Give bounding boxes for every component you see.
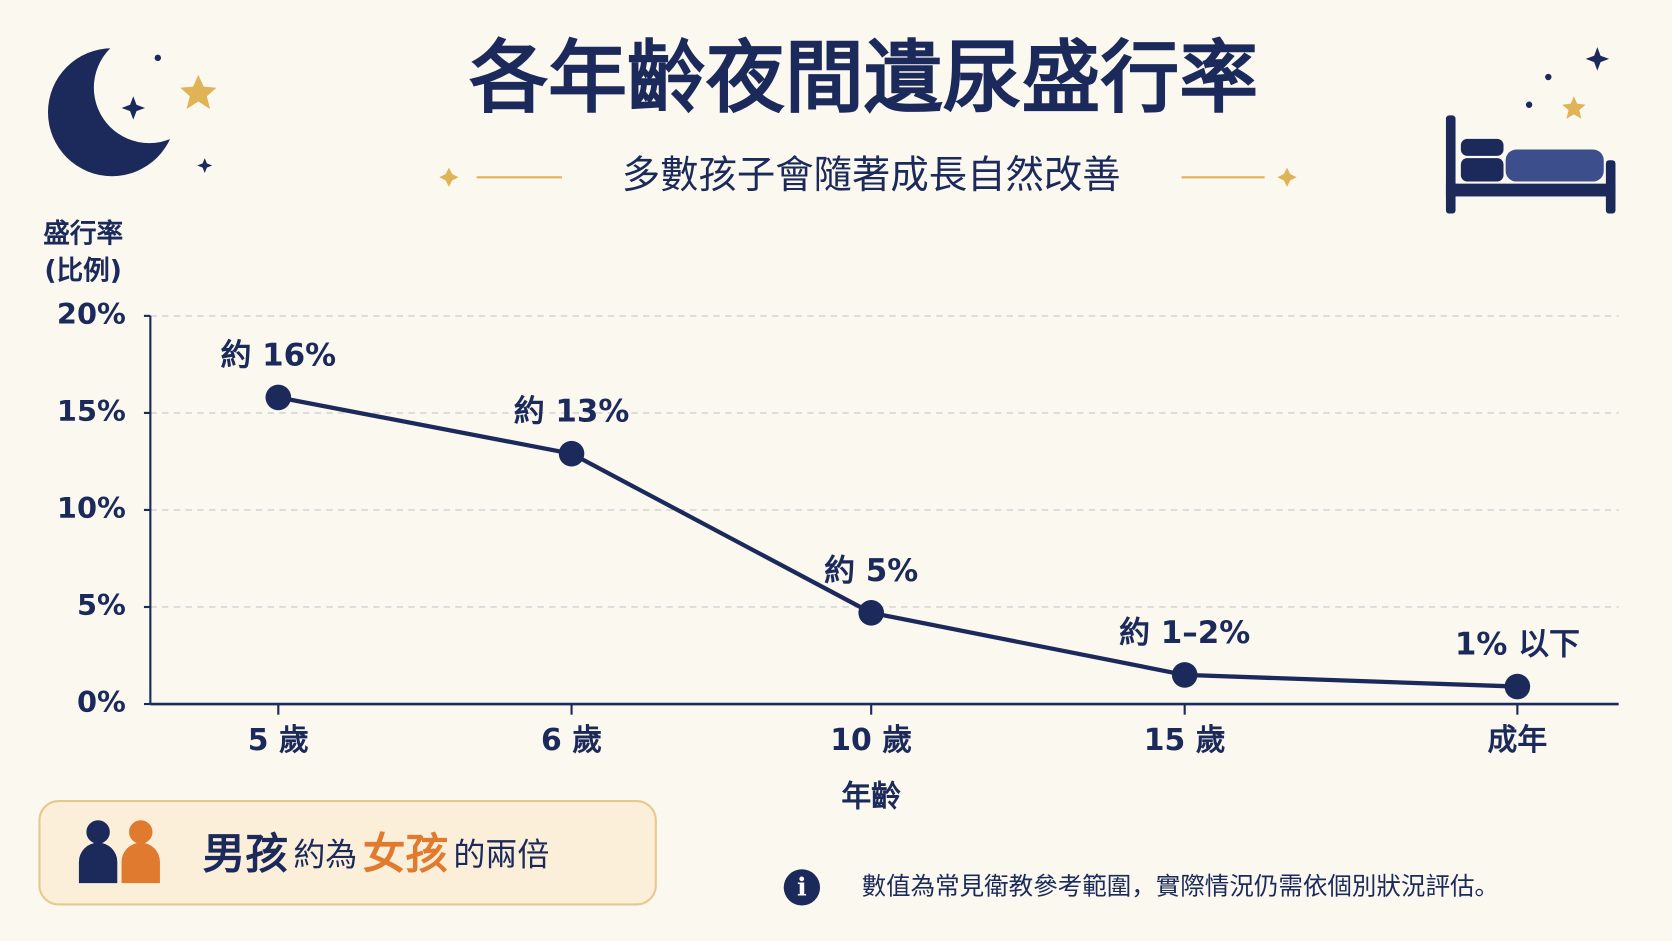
note-girls: 女孩: [363, 829, 448, 879]
x-axis-label: 年齡: [841, 779, 901, 814]
chart-title: 各年齡夜間遺尿盛行率: [469, 32, 1258, 124]
y-axis-label: (比例): [44, 256, 122, 287]
data-point: [858, 600, 884, 626]
note-boys: 男孩: [203, 829, 288, 879]
x-tick-label: 10 歲: [830, 723, 912, 758]
y-tick-label: 10%: [57, 491, 126, 525]
data-point: [558, 440, 585, 467]
y-axis-label: 盛行率: [43, 218, 123, 249]
x-tick-label: 15 歲: [1144, 723, 1226, 758]
x-tick-label: 5 歲: [248, 723, 309, 758]
y-tick-label: 20%: [57, 297, 126, 331]
data-point: [1171, 662, 1198, 688]
x-tick-label: 6 歲: [541, 723, 602, 758]
data-point: [265, 384, 292, 411]
y-tick-label: 5%: [77, 588, 126, 622]
y-tick-label: 0%: [77, 685, 126, 719]
footnote: 數值為常見衛教參考範圍，實際情況仍需依個別狀況評估。: [862, 871, 1499, 900]
data-label: 約 16%: [220, 337, 336, 373]
data-point: [1504, 673, 1531, 700]
data-label: 1% 以下: [1455, 627, 1580, 663]
note-twice: 的兩倍: [453, 836, 549, 874]
subtitle-ornament: [439, 167, 1297, 187]
chart-subtitle: 多數孩子會隨著成長自然改善: [622, 153, 1121, 198]
note-box: [38, 799, 657, 906]
note-text: 男孩 約為 女孩 的兩倍: [203, 829, 550, 879]
info-icon-glyph: i: [797, 873, 807, 903]
data-label: 約 13%: [514, 394, 630, 430]
moon-decoration: [47, 32, 217, 177]
data-label: 約 5%: [824, 553, 918, 589]
x-tick-label: 成年: [1488, 723, 1548, 758]
data-label: 約 1–2%: [1119, 615, 1250, 651]
bed-decoration: [1445, 47, 1616, 214]
info-icon: [783, 869, 821, 906]
y-tick-label: 15%: [57, 394, 126, 428]
note-about: 約為: [293, 836, 357, 874]
